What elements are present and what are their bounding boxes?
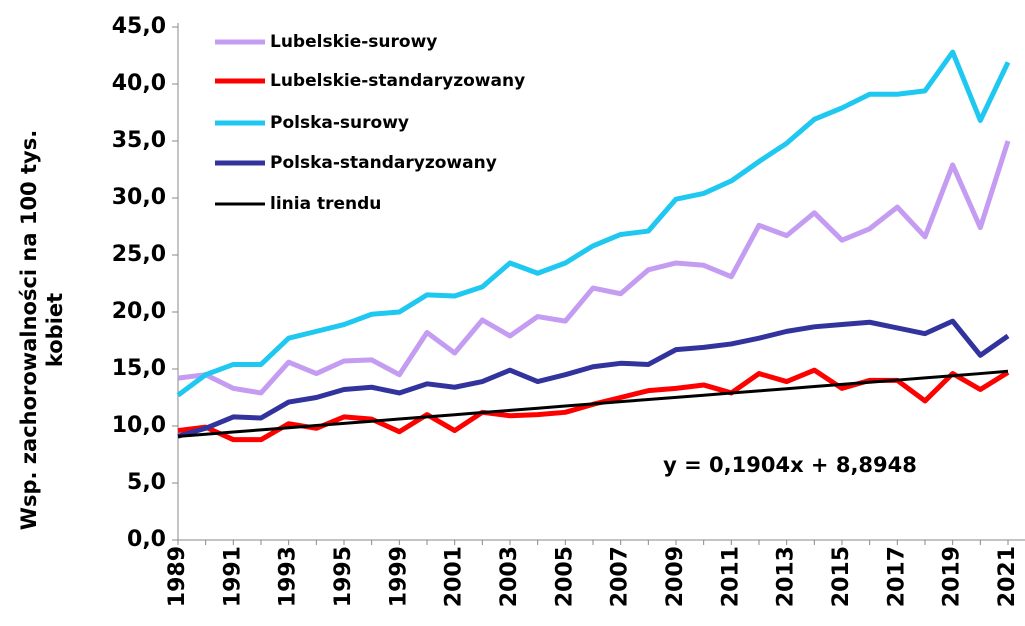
- legend-label: Polska-surowy: [270, 113, 409, 133]
- y-tick-label: 15,0: [112, 356, 166, 381]
- x-tick-label: 2015: [829, 546, 854, 607]
- legend-label: Lubelskie-standaryzowany: [270, 71, 525, 91]
- legend-label: Lubelskie-surowy: [270, 32, 437, 52]
- series-line: [177, 369, 1009, 438]
- x-tick-label: 2001: [442, 546, 467, 607]
- y-tick-label: 5,0: [127, 470, 166, 495]
- y-tick-label: 30,0: [112, 185, 166, 210]
- x-tick-label: 2009: [663, 546, 688, 607]
- y-axis-label: kobiet: [43, 293, 67, 367]
- x-tick-label: 2011: [718, 546, 743, 607]
- x-tick-label: 2003: [497, 546, 522, 607]
- y-tick-label: 45,0: [112, 14, 166, 39]
- x-tick-label: 2019: [940, 546, 965, 607]
- series-line: [176, 49, 1011, 398]
- x-tick-label: 2007: [608, 546, 633, 607]
- x-tick-label: 2013: [774, 546, 799, 607]
- x-tick-label: 1989: [165, 546, 190, 607]
- y-tick-label: 20,0: [112, 299, 166, 324]
- y-tick-label: 10,0: [112, 413, 166, 438]
- series-line: [177, 140, 1011, 396]
- y-tick-label: 25,0: [112, 242, 166, 267]
- x-tick-label: 1999: [386, 546, 411, 607]
- legend-label: Polska-standaryzowany: [270, 153, 497, 173]
- y-axis-label: Wsp. zachorowalności na 100 tys.: [17, 130, 41, 530]
- x-tick-label: 2021: [995, 546, 1020, 607]
- x-tick-label: 1995: [331, 546, 356, 607]
- legend-label: linia trendu: [270, 194, 381, 214]
- trend-equation: y = 0,1904x + 8,8948: [663, 453, 917, 477]
- series-line: [177, 318, 1010, 439]
- x-tick-label: 1993: [276, 546, 301, 607]
- y-tick-label: 35,0: [112, 128, 166, 153]
- y-tick-label: 0,0: [127, 527, 166, 552]
- x-tick-label: 2017: [884, 546, 909, 607]
- y-tick-label: 40,0: [112, 71, 166, 96]
- x-tick-label: 2005: [552, 546, 577, 607]
- x-tick-label: 1991: [220, 546, 245, 607]
